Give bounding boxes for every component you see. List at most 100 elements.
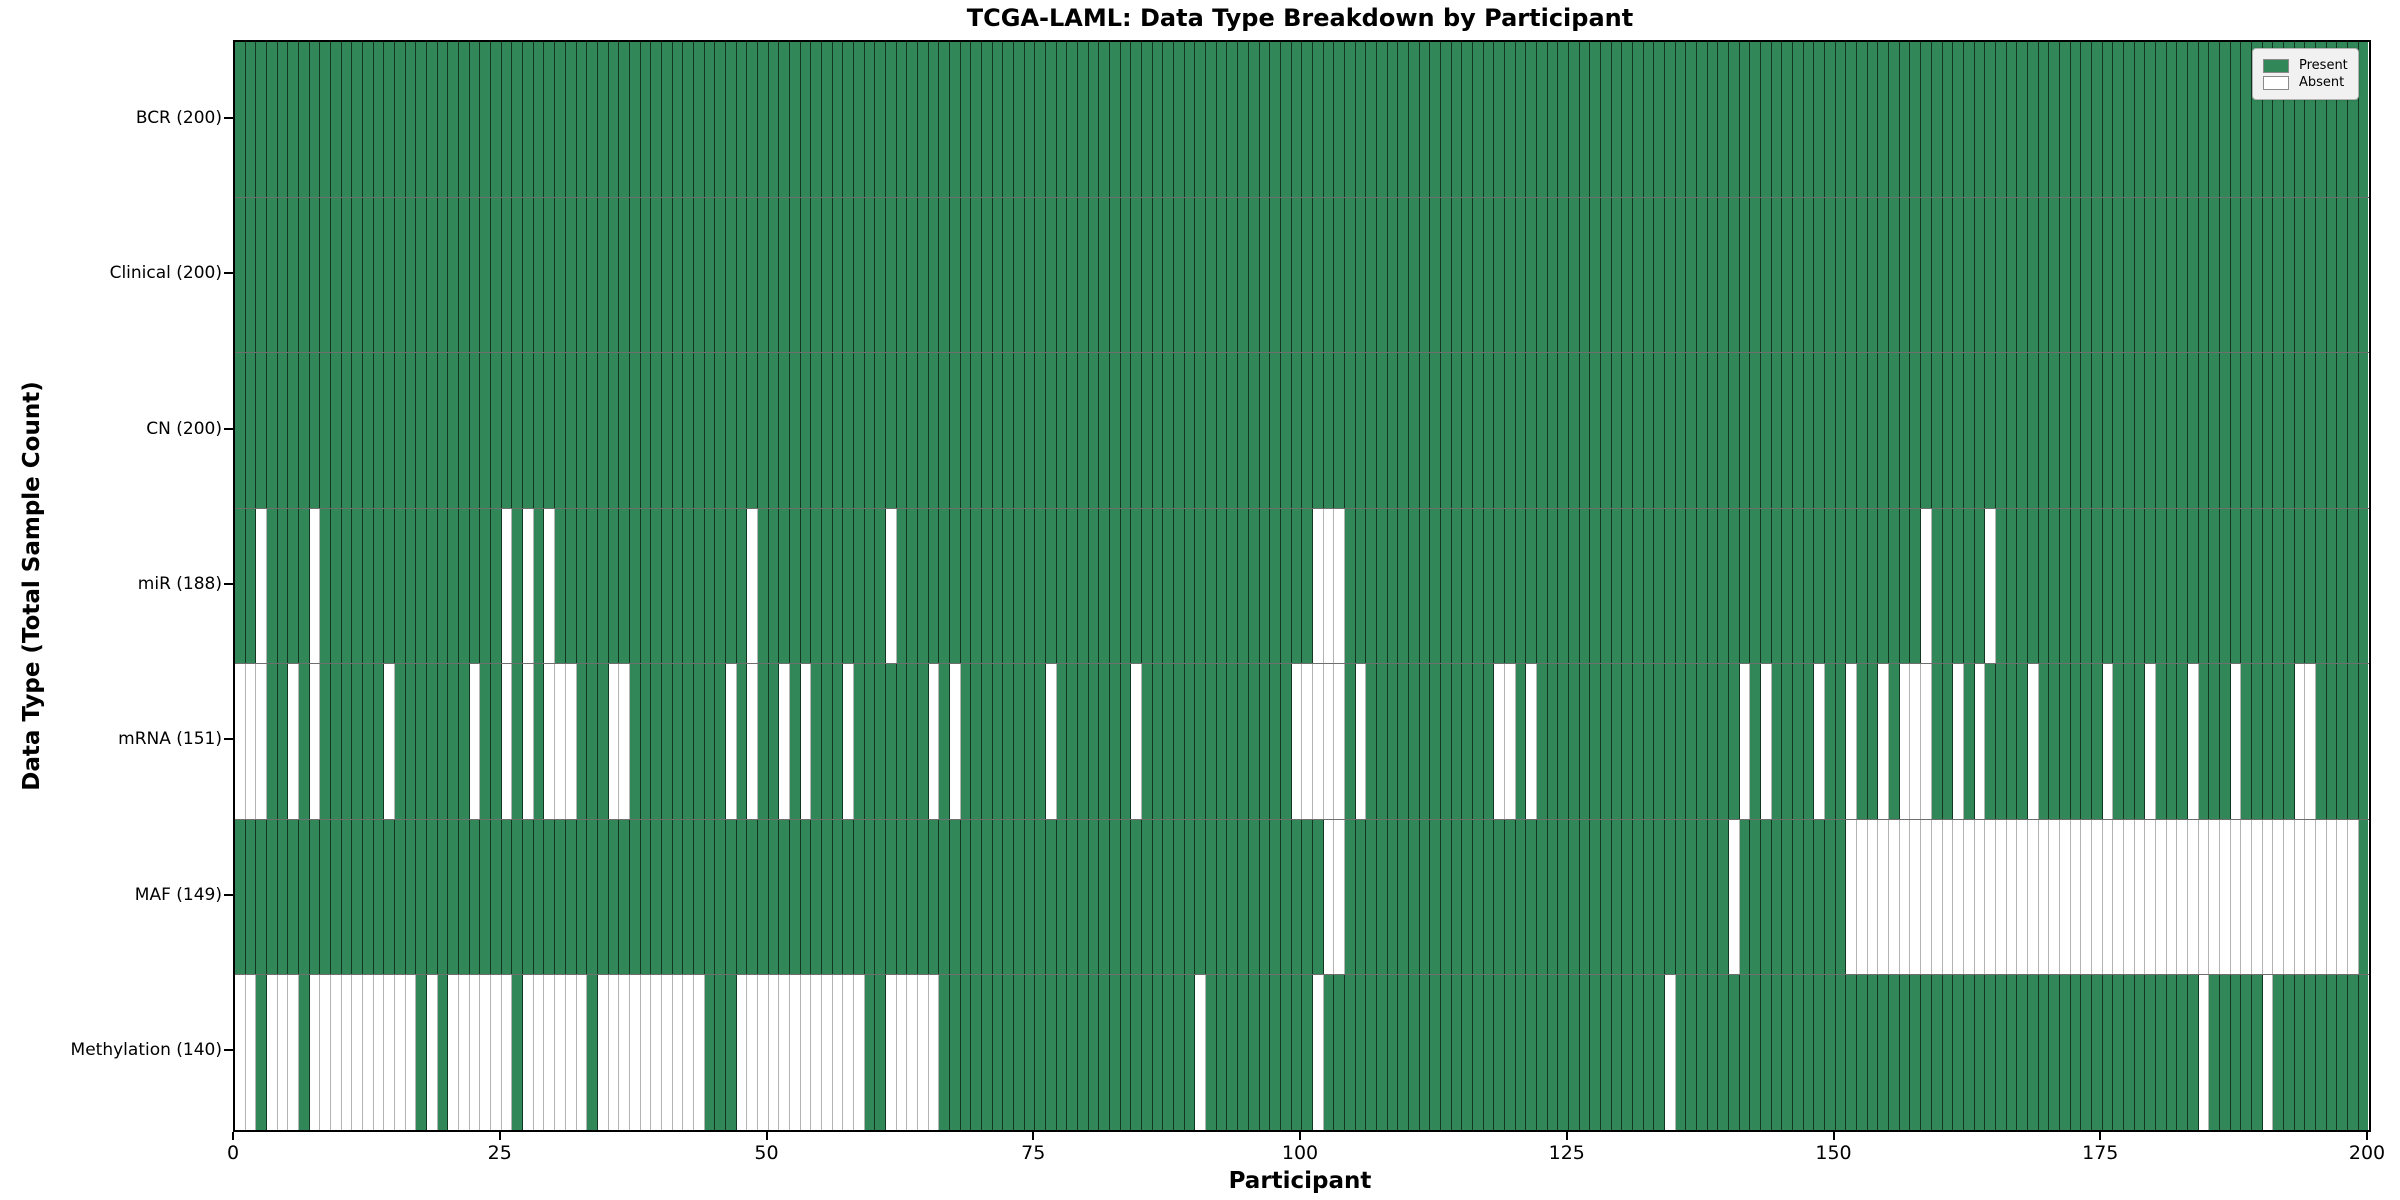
cell xyxy=(1259,42,1271,197)
cell xyxy=(1931,975,1943,1131)
cell xyxy=(853,42,865,197)
cell xyxy=(1280,508,1292,664)
cell xyxy=(1408,353,1420,508)
cell xyxy=(971,197,983,353)
cell xyxy=(1483,42,1495,197)
cell xyxy=(235,353,246,508)
cell xyxy=(1227,664,1239,819)
cell xyxy=(2348,975,2359,1131)
cell xyxy=(800,508,812,664)
cell xyxy=(544,819,556,975)
cell xyxy=(1931,42,1943,197)
cell xyxy=(747,353,758,508)
cell xyxy=(832,975,844,1131)
cell xyxy=(1515,197,1527,353)
cell xyxy=(1302,197,1313,353)
cell xyxy=(352,508,364,664)
cell xyxy=(1633,664,1644,819)
cell xyxy=(1504,975,1516,1131)
cell xyxy=(928,975,940,1131)
cell xyxy=(2017,819,2028,975)
cell xyxy=(405,975,417,1131)
cell xyxy=(1067,664,1079,819)
cell xyxy=(1451,42,1463,197)
cell xyxy=(2326,975,2338,1131)
cell xyxy=(1953,819,1964,975)
cell xyxy=(1611,664,1623,819)
cell xyxy=(1697,197,1708,353)
cell xyxy=(1622,664,1634,819)
cell xyxy=(437,819,449,975)
y-tick-mark xyxy=(224,272,233,275)
cell xyxy=(725,975,737,1131)
heatmap-row-mRNA xyxy=(235,663,2369,819)
cell xyxy=(1174,42,1185,197)
cell xyxy=(1494,508,1505,664)
cell xyxy=(299,664,310,819)
cell xyxy=(843,197,854,353)
cell xyxy=(2177,975,2188,1131)
cell xyxy=(1184,353,1196,508)
cell xyxy=(1985,42,1996,197)
cell xyxy=(1910,42,1922,197)
cell xyxy=(1003,819,1015,975)
cell xyxy=(1494,42,1505,197)
cell xyxy=(1974,975,1986,1131)
cell xyxy=(2241,197,2252,353)
cell xyxy=(2198,508,2210,664)
y-tick-mark xyxy=(224,738,233,741)
cell xyxy=(619,42,630,197)
cell xyxy=(555,975,566,1131)
cell xyxy=(1931,353,1943,508)
cell xyxy=(2262,197,2274,353)
cell xyxy=(267,819,278,975)
cell xyxy=(1195,975,1207,1131)
cell xyxy=(960,197,972,353)
cell xyxy=(480,353,492,508)
cell xyxy=(1750,42,1762,197)
cell xyxy=(1504,819,1516,975)
cell xyxy=(1633,197,1644,353)
cell xyxy=(1504,42,1516,197)
cell xyxy=(352,975,364,1131)
cell xyxy=(1163,819,1175,975)
cell xyxy=(597,42,609,197)
cell xyxy=(587,197,598,353)
cell xyxy=(736,353,748,508)
cell xyxy=(1611,819,1623,975)
cell xyxy=(1963,197,1975,353)
cell xyxy=(896,42,908,197)
cell xyxy=(2219,353,2231,508)
cell xyxy=(2209,197,2220,353)
cell xyxy=(1526,353,1537,508)
cell xyxy=(405,664,417,819)
cell xyxy=(1174,819,1185,975)
cell xyxy=(2091,42,2103,197)
cell xyxy=(736,508,748,664)
cell xyxy=(2070,508,2082,664)
cell xyxy=(320,819,332,975)
cell xyxy=(1238,975,1249,1131)
cell xyxy=(1419,197,1431,353)
cell xyxy=(1323,975,1335,1131)
cell xyxy=(2326,819,2338,975)
cell xyxy=(1515,664,1527,819)
cell xyxy=(1462,197,1473,353)
cell xyxy=(1259,819,1271,975)
cell xyxy=(2113,42,2124,197)
cell xyxy=(2230,353,2242,508)
cell xyxy=(1174,508,1185,664)
cell xyxy=(1419,664,1431,819)
cell xyxy=(523,819,534,975)
cell xyxy=(1889,353,1900,508)
cell xyxy=(1408,508,1420,664)
cell xyxy=(1729,42,1740,197)
cell xyxy=(1131,353,1143,508)
cell xyxy=(1344,664,1356,819)
x-tick-mark xyxy=(232,1132,234,1140)
cell xyxy=(1921,353,1932,508)
cell xyxy=(1718,508,1730,664)
cell xyxy=(768,975,780,1131)
cell xyxy=(2262,42,2274,197)
cell xyxy=(1590,353,1601,508)
